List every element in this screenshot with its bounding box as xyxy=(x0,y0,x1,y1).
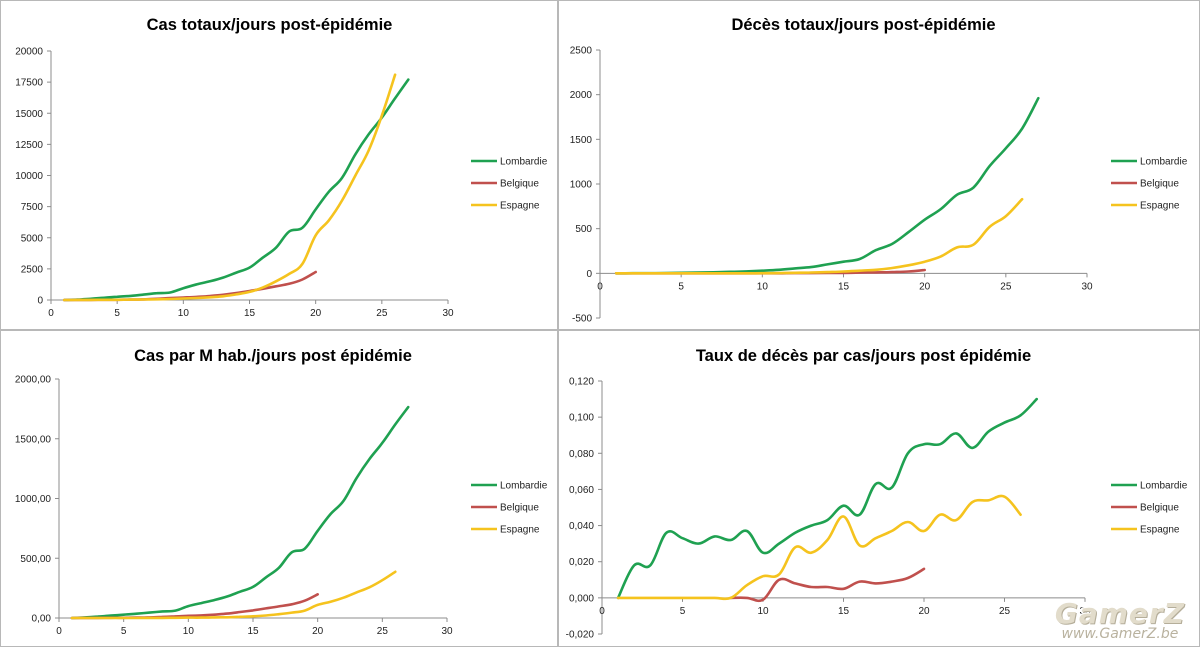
series-line-espagne xyxy=(616,494,1022,601)
series-line-lombardie xyxy=(614,96,1040,275)
legend-label-belgique: Belgique xyxy=(1140,179,1179,190)
x-tick-label: 25 xyxy=(1000,281,1012,292)
y-tick-label: 7500 xyxy=(21,202,44,213)
y-tick-label: 0,080 xyxy=(569,449,594,460)
y-tick-label: 15000 xyxy=(15,109,43,120)
legend-label-espagne: Espagne xyxy=(1140,525,1180,536)
series-line-lombardie xyxy=(70,405,410,620)
x-tick-label: 0 xyxy=(597,281,603,292)
chart-title: Décès totaux/jours post-épidémie xyxy=(731,16,995,34)
y-tick-label: 2000 xyxy=(570,90,593,101)
legend-label-belgique: Belgique xyxy=(1140,503,1179,514)
y-tick-label: 0,060 xyxy=(569,485,594,496)
x-tick-label: 30 xyxy=(441,626,453,637)
chart-panel-cas-par-million: Cas par M hab./jours post épidémie 0,00 50… xyxy=(0,330,558,647)
chart-taux-deces: Taux de décès par cas/jours post épidémi… xyxy=(566,347,1188,641)
y-tick-label: 2000,00 xyxy=(15,375,52,386)
x-tick-label: 15 xyxy=(838,281,850,292)
y-tick-label: 0,020 xyxy=(569,557,594,568)
x-tick-label: 20 xyxy=(310,308,322,319)
y-tick-label: 2500 xyxy=(21,264,44,275)
x-tick-label: 10 xyxy=(178,308,190,319)
x-tick-label: 20 xyxy=(918,606,930,617)
y-tick-label: 2500 xyxy=(570,46,593,57)
x-tick-label: 5 xyxy=(121,626,127,637)
legend-label-lombardie: Lombardie xyxy=(1140,481,1188,492)
x-tick-label: 15 xyxy=(244,308,256,319)
legend-label-lombardie: Lombardie xyxy=(1140,157,1188,168)
chart-deces-totaux: Décès totaux/jours post-épidémie -500 0 500… xyxy=(570,16,1188,325)
x-tick-label: 0 xyxy=(48,308,54,319)
chart-cas-par-million: Cas par M hab./jours post épidémie0,0050… xyxy=(15,347,548,637)
series-line-espagne xyxy=(70,570,397,620)
series-line-belgique xyxy=(729,567,926,603)
x-tick-label: 30 xyxy=(1081,281,1093,292)
chart-cas-totaux: Cas totaux/jours post-épidémie 0 2500 5000 7… xyxy=(15,16,548,319)
legend-label-espagne: Espagne xyxy=(1140,201,1180,212)
y-tick-label: 1000 xyxy=(570,180,593,191)
y-tick-label: 5000 xyxy=(21,233,44,244)
x-tick-label: 5 xyxy=(678,281,684,292)
chart-panel-deces-totaux: Décès totaux/jours post-épidémie -500 0 500… xyxy=(558,0,1200,330)
y-tick-label: 500 xyxy=(575,224,592,235)
x-tick-label: 15 xyxy=(247,626,259,637)
x-tick-label: 20 xyxy=(919,281,931,292)
x-tick-label: 0 xyxy=(599,606,605,617)
watermark-brand: GamerZ xyxy=(1054,597,1185,630)
x-tick-label: 10 xyxy=(757,281,769,292)
x-tick-label: 5 xyxy=(114,308,120,319)
y-tick-label: 10000 xyxy=(15,171,43,182)
legend-label-lombardie: Lombardie xyxy=(500,481,548,492)
y-tick-label: 1500 xyxy=(570,135,593,146)
x-tick-label: 5 xyxy=(680,606,686,617)
chart-panel-taux-deces: Taux de décès par cas/jours post épidémi… xyxy=(558,330,1200,647)
legend-label-espagne: Espagne xyxy=(500,201,540,212)
y-tick-label: 0,100 xyxy=(569,413,594,424)
legend-label-espagne: Espagne xyxy=(500,525,540,536)
watermark-url: www.GamerZ.be xyxy=(1061,626,1179,642)
y-tick-label: 0,000 xyxy=(569,593,594,604)
legend-label-belgique: Belgique xyxy=(500,179,539,190)
y-tick-label: 0,00 xyxy=(32,614,52,625)
y-tick-label: 17500 xyxy=(15,78,43,89)
x-tick-label: 0 xyxy=(56,626,62,637)
y-tick-label: 1500,00 xyxy=(15,434,52,445)
y-tick-label: 500,00 xyxy=(20,554,51,565)
y-tick-label: -0,020 xyxy=(566,630,595,641)
x-tick-label: 25 xyxy=(999,606,1011,617)
chart-panel-cas-totaux: Cas totaux/jours post-épidémie 0 2500 5000 7… xyxy=(0,0,558,330)
x-tick-label: 20 xyxy=(312,626,324,637)
chart-title: Taux de décès par cas/jours post épidémi… xyxy=(696,347,1031,365)
y-tick-label: 20000 xyxy=(15,47,43,58)
y-tick-label: 1000,00 xyxy=(15,494,52,505)
y-tick-label: 0 xyxy=(37,296,43,307)
y-tick-label: -500 xyxy=(572,314,592,325)
legend-label-lombardie: Lombardie xyxy=(500,157,548,168)
chart-title: Cas par M hab./jours post épidémie xyxy=(134,347,412,365)
series-line-espagne xyxy=(62,73,397,302)
y-tick-label: 0 xyxy=(586,269,592,280)
y-tick-label: 0,040 xyxy=(569,521,594,532)
x-tick-label: 10 xyxy=(757,606,769,617)
x-tick-label: 30 xyxy=(1079,606,1091,617)
x-tick-label: 10 xyxy=(183,626,195,637)
y-tick-label: 0,120 xyxy=(569,377,594,388)
series-line-lombardie xyxy=(62,78,410,302)
series-line-lombardie xyxy=(616,397,1038,600)
x-tick-label: 15 xyxy=(838,606,850,617)
gamerz-watermark: GamerZ www.GamerZ.be xyxy=(1055,597,1185,642)
x-tick-label: 25 xyxy=(377,626,389,637)
x-tick-label: 25 xyxy=(376,308,388,319)
x-tick-label: 30 xyxy=(442,308,454,319)
series-line-espagne xyxy=(614,197,1024,275)
legend-label-belgique: Belgique xyxy=(500,503,539,514)
y-tick-label: 12500 xyxy=(15,140,43,151)
chart-title: Cas totaux/jours post-épidémie xyxy=(147,16,393,34)
